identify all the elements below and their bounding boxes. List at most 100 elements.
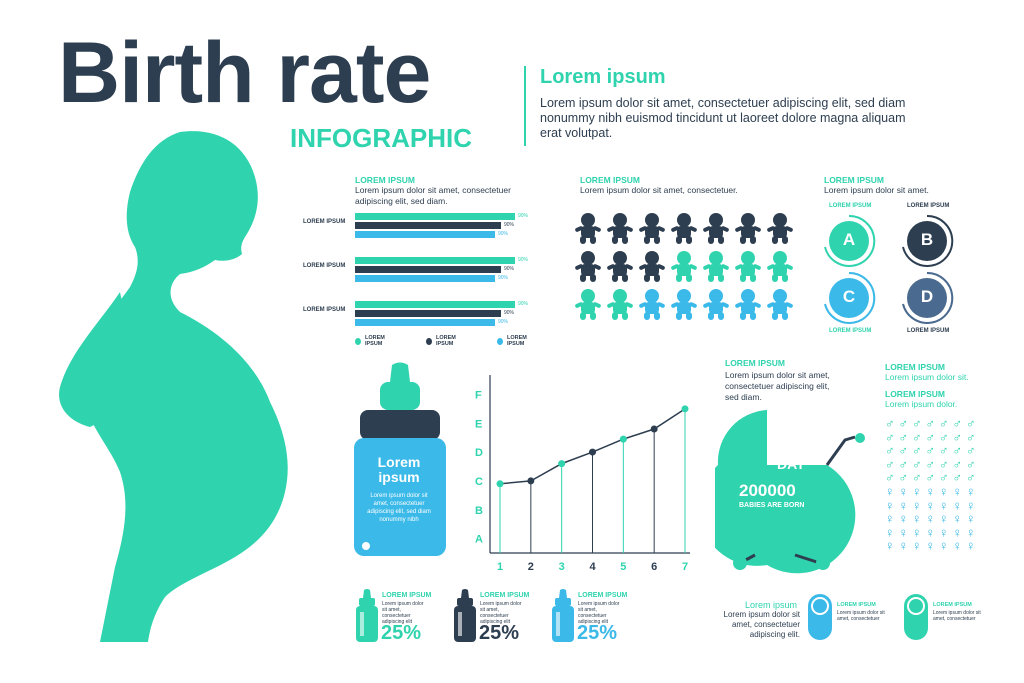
x-tick-label: 6 [651, 561, 657, 573]
circle-section-text: Lorem ipsum dolor sit amet. [824, 185, 929, 195]
gender-text-1: Lorem ipsum dolor sit. [885, 372, 969, 382]
intro-text: Lorem ipsum dolor sit amet, consectetuer… [540, 96, 906, 140]
y-tick-label: F [475, 389, 482, 401]
male-icon: ♂ [965, 443, 976, 459]
bottle-text: Lorem ipsum dolor sit amet, consectetuer… [367, 493, 431, 523]
female-icon: ♀ [965, 497, 976, 513]
female-icon: ♀ [898, 511, 909, 527]
female-icon: ♀ [911, 511, 922, 527]
gender-section: LOREM IPSUM Lorem ipsum dolor sit. LOREM… [883, 362, 1003, 572]
bottle-stat-title: LOREM IPSUM [480, 592, 530, 599]
data-point [650, 425, 658, 433]
female-icon: ♀ [965, 511, 976, 527]
male-icon: ♂ [938, 443, 949, 459]
female-icon: ♀ [925, 524, 936, 540]
gender-text-2: Lorem ipsum dolor. [885, 399, 958, 409]
female-icon: ♀ [952, 483, 963, 499]
intro-title: Lorem ipsum [540, 66, 666, 88]
stroller-icon [715, 410, 865, 574]
y-tick-label: D [475, 447, 483, 459]
bar-section-title: LOREM IPSUM [355, 175, 415, 185]
circle-letter: D [920, 287, 934, 306]
circle-letter: A [842, 230, 856, 249]
male-icon: ♂ [884, 443, 895, 459]
bottle-stat-percent: 25% [381, 622, 422, 644]
female-icon: ♀ [952, 538, 963, 554]
male-icon: ♂ [952, 429, 963, 445]
male-icon: ♂ [952, 470, 963, 486]
male-icon: ♂ [938, 416, 949, 431]
bar-value-label: 90% [504, 222, 515, 228]
female-icon: ♀ [938, 511, 949, 527]
circle-c [824, 271, 876, 324]
female-icon: ♀ [898, 524, 909, 540]
bar-value-label: 90% [518, 213, 529, 219]
circle-letter: C [842, 287, 856, 306]
baby-icon [671, 213, 697, 244]
male-icon: ♂ [898, 456, 909, 472]
small-bottle-icon [454, 589, 476, 642]
female-icon: ♀ [911, 524, 922, 540]
circle-label: LOREM IPSUM [907, 328, 950, 334]
gender-title-1: LOREM IPSUM [885, 362, 945, 372]
female-icon: ♀ [938, 483, 949, 499]
milk-bottle-icon [354, 362, 446, 556]
male-icon: ♂ [925, 443, 936, 459]
stroller-title: LOREM IPSUM [725, 358, 785, 368]
baby-section-text: Lorem ipsum dolor sit amet, consectetuer… [580, 185, 738, 195]
male-icon: ♂ [925, 416, 936, 431]
bar [355, 257, 515, 264]
births-caption: BABIES ARE BORN [739, 502, 805, 509]
female-icon: ♀ [884, 524, 895, 540]
bar-section: LOREM IPSUM Lorem ipsum dolor sit amet, … [300, 175, 540, 350]
bottle-stat-text: Lorem ipsum dolor sit amet, consectetuer… [480, 601, 522, 625]
stroller-section: LOREM IPSUM Lorem ipsum dolor sit amet, … [715, 355, 875, 575]
male-icon: ♂ [952, 456, 963, 472]
bar-row-label: LOREM IPSUM [303, 263, 346, 269]
female-icon: ♀ [911, 483, 922, 499]
male-icon: ♂ [884, 429, 895, 445]
male-icon: ♂ [965, 416, 976, 431]
male-icon: ♂ [911, 443, 922, 459]
female-icon: ♀ [898, 483, 909, 499]
bottle-stat-percent: 25% [577, 622, 618, 644]
bar-value-label: 90% [498, 319, 509, 325]
bottle-stat-title: LOREM IPSUM [578, 592, 628, 599]
male-icon: ♂ [911, 456, 922, 472]
female-icon: ♀ [884, 483, 895, 499]
y-tick-label: B [475, 505, 483, 517]
baby-icon [735, 213, 761, 244]
male-icon: ♂ [884, 456, 895, 472]
bar-value-label: 90% [518, 257, 529, 263]
circle-a [824, 214, 876, 267]
baby-icon [703, 289, 729, 320]
data-point [681, 405, 689, 413]
male-icon: ♂ [925, 470, 936, 486]
page-title: Birth rate [58, 25, 431, 121]
female-icon: ♀ [965, 524, 976, 540]
baby-icon [575, 289, 601, 320]
bottle-stat-text: Lorem ipsum dolor sit amet, consectetuer… [382, 601, 424, 625]
female-icon: ♀ [925, 511, 936, 527]
page-subtitle: INFOGRAPHIC [290, 123, 472, 153]
bar-row-label: LOREM IPSUM [303, 219, 346, 225]
baby1-text: Lorem ipsum dolor sit amet, consectetuer [837, 610, 885, 622]
female-icon: ♀ [925, 483, 936, 499]
baby-icon [639, 251, 665, 282]
x-tick-label: 5 [620, 561, 626, 573]
bar-value-label: 90% [504, 266, 515, 272]
female-icon: ♀ [952, 497, 963, 513]
bar [355, 301, 515, 308]
female-icon: ♀ [884, 511, 895, 527]
x-tick-label: 2 [528, 561, 534, 573]
x-tick-label: 3 [559, 561, 565, 573]
baby2-title: LOREM IPSUM [933, 602, 972, 608]
small-bottle-icon [356, 589, 378, 642]
circle-label: LOREM IPSUM [829, 328, 872, 334]
male-icon: ♂ [911, 470, 922, 486]
baby-section: LOREM IPSUM Lorem ipsum dolor sit amet, … [575, 175, 810, 335]
x-tick-label: 7 [682, 561, 688, 573]
circle-b [902, 214, 954, 267]
baby-icon [575, 213, 601, 244]
female-icon: ♀ [884, 538, 895, 554]
